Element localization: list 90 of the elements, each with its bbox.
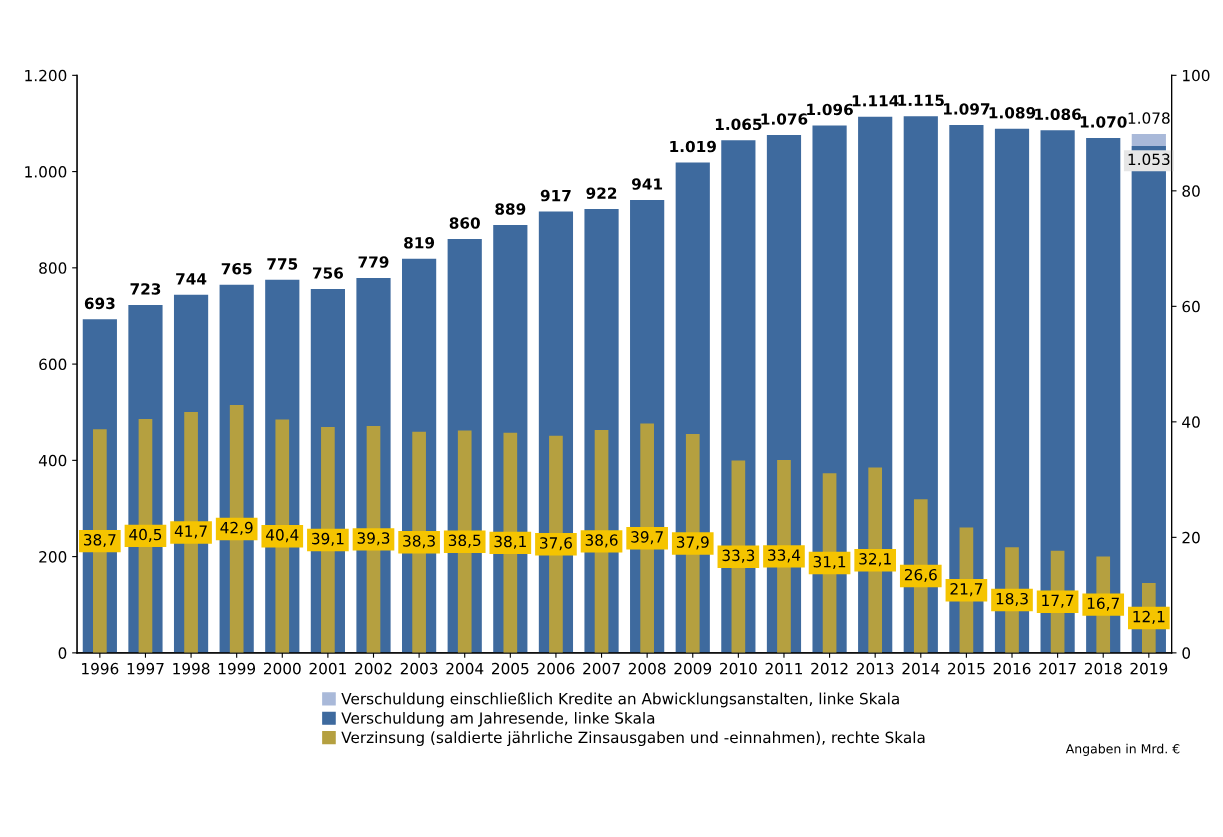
x-tick-label: 2017 xyxy=(1039,662,1076,675)
y2-tick-label: 40 xyxy=(1182,416,1200,428)
data-label: 693 xyxy=(84,297,115,310)
data-label: 860 xyxy=(449,217,480,229)
data-label: 39,1 xyxy=(312,532,344,546)
data-label: 32,1 xyxy=(859,553,891,567)
x-tick-label: 1998 xyxy=(173,662,210,675)
data-label: 1.076 xyxy=(761,113,808,125)
data-label: 1.065 xyxy=(715,118,762,131)
y2-tick-label: 20 xyxy=(1182,531,1200,544)
data-label: 12,1 xyxy=(1133,610,1165,624)
data-label: 1.086 xyxy=(1035,108,1081,121)
legend-label: Verschuldung am Jahresende, linke Skala xyxy=(341,711,655,727)
x-tick-label: 1997 xyxy=(127,662,164,675)
legend-label: Verschuldung einschließlich Kredite an Abwicklungsanstalten, linke Skala xyxy=(341,692,899,708)
data-label: 26,6 xyxy=(904,568,937,583)
data-label: 38,7 xyxy=(84,533,116,548)
data-label: 1.114 xyxy=(852,95,899,107)
data-label: 38,5 xyxy=(448,534,481,548)
x-tick-label: 2010 xyxy=(720,662,757,675)
data-label: 40,5 xyxy=(129,528,162,542)
x-tick-label: 2018 xyxy=(1084,662,1122,675)
x-tick-label: 2012 xyxy=(811,662,848,675)
data-label: 775 xyxy=(267,258,298,270)
x-tick-label: 2003 xyxy=(400,662,438,675)
x-tick-label: 1999 xyxy=(218,662,256,675)
data-label: 38,3 xyxy=(403,535,435,549)
data-label: 39,7 xyxy=(631,531,663,545)
data-label: 1.097 xyxy=(943,103,990,115)
data-label: 37,9 xyxy=(676,536,709,550)
x-tick-label: 2000 xyxy=(263,662,301,675)
data-label: 17,7 xyxy=(1042,594,1074,608)
text: Angaben in Mrd. € xyxy=(1065,743,1180,756)
x-tick-label: 2015 xyxy=(948,662,985,675)
data-label: 1.096 xyxy=(807,103,853,116)
y-tick-label: 600 xyxy=(39,358,67,371)
data-label: 1.089 xyxy=(989,107,1036,119)
data-label: 42,9 xyxy=(220,521,253,535)
data-label: 1.115 xyxy=(898,94,944,107)
data-label: 1.078 xyxy=(1128,112,1170,124)
data-label: 41,7 xyxy=(174,525,207,539)
x-tick-label: 2007 xyxy=(583,662,620,675)
data-label: 37,6 xyxy=(540,537,572,551)
y-tick-label: 0 xyxy=(58,647,67,659)
data-label: 40,4 xyxy=(266,529,299,543)
data-label: 31,1 xyxy=(813,555,846,570)
y-tick-label: 1.200 xyxy=(25,69,67,82)
x-tick-label: 2001 xyxy=(309,662,346,675)
data-label: 723 xyxy=(130,283,161,295)
data-label: 779 xyxy=(358,256,389,268)
x-tick-label: 2005 xyxy=(492,662,529,675)
data-label: 1.070 xyxy=(1080,116,1127,128)
y-tick-label: 200 xyxy=(39,551,67,563)
data-label: 889 xyxy=(495,203,526,215)
x-tick-label: 2016 xyxy=(993,662,1031,675)
data-label: 922 xyxy=(586,187,617,199)
data-label: 917 xyxy=(540,189,571,202)
data-label: 38,1 xyxy=(494,535,526,549)
data-label: 33,4 xyxy=(768,549,801,563)
data-label: 941 xyxy=(631,178,663,190)
y-tick-label: 1.000 xyxy=(25,166,67,178)
data-label: 39,3 xyxy=(357,532,390,546)
data-label: 18,3 xyxy=(996,592,1028,607)
x-tick-label: 2004 xyxy=(446,662,484,675)
x-tick-label: 2006 xyxy=(537,662,575,675)
data-label: 744 xyxy=(176,273,207,285)
x-tick-label: 2008 xyxy=(628,662,666,675)
y-tick-label: 400 xyxy=(38,454,67,467)
y2-tick-label: 100 xyxy=(1183,69,1210,82)
x-tick-label: 2014 xyxy=(902,662,940,675)
x-tick-label: 2011 xyxy=(765,662,802,675)
x-tick-label: 1996 xyxy=(82,662,119,675)
data-label: 1.019 xyxy=(670,140,716,153)
y2-tick-label: 0 xyxy=(1182,647,1191,659)
y2-tick-label: 60 xyxy=(1182,300,1200,313)
data-label: 756 xyxy=(312,267,344,279)
data-label: 21,7 xyxy=(950,583,983,597)
y2-tick-label: 80 xyxy=(1182,185,1200,197)
y-tick-label: 800 xyxy=(39,262,67,274)
data-label: 33,3 xyxy=(722,549,755,563)
data-label: 16,7 xyxy=(1087,597,1119,611)
x-tick-label: 2009 xyxy=(674,662,712,675)
data-label: 765 xyxy=(221,262,252,275)
x-tick-label: 2002 xyxy=(355,662,392,675)
data-label: 819 xyxy=(404,236,435,249)
data-label: 1.053 xyxy=(1128,153,1170,166)
x-tick-label: 2019 xyxy=(1130,662,1168,675)
data-label: 38,6 xyxy=(585,534,618,548)
legend-label: Verzinsung (saldierte jährliche Zinsausgaben und -einnahmen), rechte Skala xyxy=(341,731,925,747)
x-tick-label: 2013 xyxy=(856,662,894,675)
